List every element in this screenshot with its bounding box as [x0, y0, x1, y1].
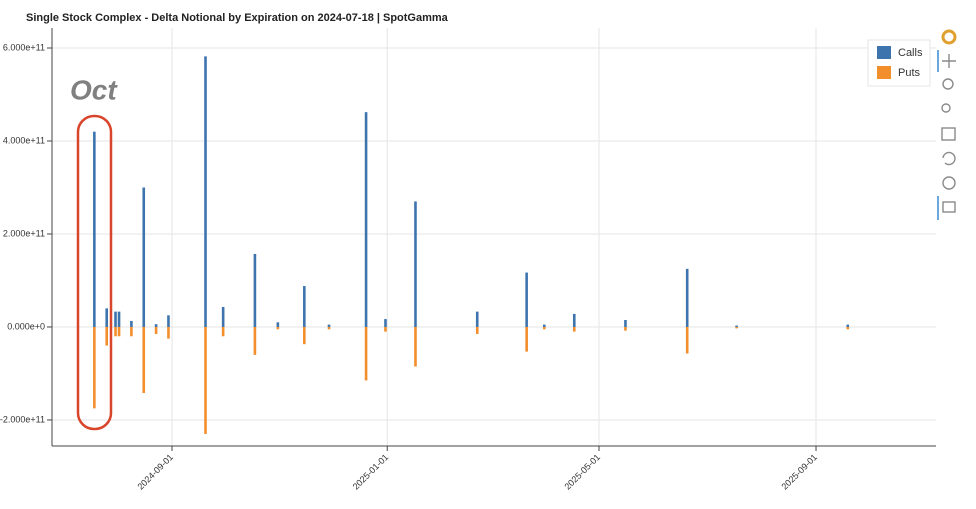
y-tick-label: 0.000e+0 — [7, 321, 45, 331]
bar — [253, 253, 257, 327]
y-tick-label: 4.000e+11 — [3, 135, 45, 145]
legend-label: Puts — [898, 67, 921, 79]
bar — [624, 326, 627, 331]
bar — [475, 311, 479, 327]
bar — [167, 326, 170, 339]
bar — [542, 324, 546, 327]
bar — [130, 320, 133, 327]
bar — [685, 326, 689, 354]
bar — [364, 326, 368, 381]
bar — [364, 112, 368, 327]
bar — [327, 324, 331, 327]
bar — [154, 326, 158, 334]
bar — [327, 326, 331, 330]
bar — [154, 324, 158, 327]
bar — [572, 313, 576, 327]
bar — [542, 326, 546, 330]
pan-tool[interactable] — [942, 54, 956, 68]
bar — [105, 326, 108, 346]
bar — [303, 326, 306, 345]
bar — [735, 326, 738, 329]
save-tool[interactable] — [941, 127, 956, 141]
legend-label: Calls — [898, 47, 923, 59]
bar — [572, 326, 576, 332]
hover-tool[interactable] — [942, 201, 956, 213]
y-tick-label: 6.000e+11 — [3, 42, 45, 52]
bar — [117, 311, 121, 327]
bar — [624, 319, 627, 327]
bar — [525, 326, 528, 352]
reset-tool[interactable] — [942, 151, 956, 166]
annotation: Oct — [70, 74, 118, 105]
toolbar — [937, 29, 957, 220]
x-tick-label: 2025-01-01 — [351, 452, 391, 492]
bar — [414, 326, 417, 367]
plot-area — [52, 28, 936, 446]
bar — [167, 315, 170, 327]
x-tick-label: 2025-05-01 — [562, 452, 602, 492]
bar — [276, 322, 280, 327]
bar — [303, 286, 306, 327]
bar — [384, 319, 387, 327]
bar — [114, 311, 117, 327]
bokeh-logo — [941, 29, 957, 45]
bar — [384, 326, 387, 332]
bar — [204, 56, 207, 327]
bar — [142, 187, 146, 327]
bar — [414, 201, 417, 327]
wheel-zoom-tool[interactable] — [941, 103, 951, 113]
bar — [93, 131, 96, 327]
bar — [846, 324, 850, 327]
x-tick-label: 2024-09-01 — [135, 452, 175, 492]
bar — [685, 268, 689, 327]
bar — [525, 272, 528, 327]
bar — [735, 325, 738, 327]
chart-title: Single Stock Complex - Delta Notional by… — [26, 12, 449, 24]
bar — [253, 326, 257, 355]
zoom-tool[interactable] — [942, 78, 954, 90]
bar — [276, 326, 280, 330]
bar — [204, 326, 207, 434]
help-tool[interactable] — [942, 176, 956, 190]
legend-swatch — [877, 66, 891, 79]
y-tick-label: 2.000e+11 — [3, 228, 45, 238]
y-tick-label: -2.000e+11 — [0, 414, 45, 424]
highlight-oval — [76, 114, 113, 431]
bar — [846, 326, 850, 330]
bar — [105, 308, 108, 327]
bar — [475, 326, 479, 334]
bar — [221, 326, 225, 337]
x-tick-label: 2025-09-01 — [779, 452, 819, 492]
bar — [142, 326, 146, 393]
bar — [221, 306, 225, 327]
bar — [114, 326, 117, 337]
legend-swatch — [877, 46, 891, 59]
bar — [93, 326, 96, 409]
bar — [117, 326, 121, 337]
bar — [130, 326, 133, 337]
